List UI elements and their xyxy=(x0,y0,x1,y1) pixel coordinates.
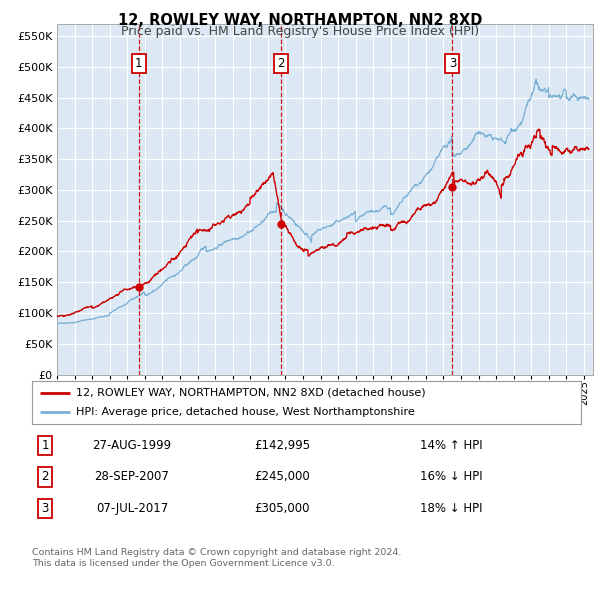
Text: 12, ROWLEY WAY, NORTHAMPTON, NN2 8XD (detached house): 12, ROWLEY WAY, NORTHAMPTON, NN2 8XD (de… xyxy=(76,388,425,398)
Text: Price paid vs. HM Land Registry's House Price Index (HPI): Price paid vs. HM Land Registry's House … xyxy=(121,25,479,38)
Text: 28-SEP-2007: 28-SEP-2007 xyxy=(95,470,169,483)
Text: 14% ↑ HPI: 14% ↑ HPI xyxy=(420,439,482,452)
Text: 1: 1 xyxy=(135,57,142,70)
Text: 1: 1 xyxy=(41,439,49,452)
Text: Contains HM Land Registry data © Crown copyright and database right 2024.
This d: Contains HM Land Registry data © Crown c… xyxy=(32,548,401,568)
Text: 3: 3 xyxy=(41,502,49,515)
Text: 18% ↓ HPI: 18% ↓ HPI xyxy=(420,502,482,515)
Text: 16% ↓ HPI: 16% ↓ HPI xyxy=(420,470,482,483)
Text: 27-AUG-1999: 27-AUG-1999 xyxy=(92,439,172,452)
Text: 12, ROWLEY WAY, NORTHAMPTON, NN2 8XD: 12, ROWLEY WAY, NORTHAMPTON, NN2 8XD xyxy=(118,12,482,28)
Text: £245,000: £245,000 xyxy=(254,470,310,483)
Text: 2: 2 xyxy=(41,470,49,483)
Text: £305,000: £305,000 xyxy=(254,502,310,515)
Text: HPI: Average price, detached house, West Northamptonshire: HPI: Average price, detached house, West… xyxy=(76,407,415,417)
Text: £142,995: £142,995 xyxy=(254,439,310,452)
Text: 3: 3 xyxy=(449,57,456,70)
Text: 07-JUL-2017: 07-JUL-2017 xyxy=(96,502,168,515)
Text: 2: 2 xyxy=(277,57,284,70)
